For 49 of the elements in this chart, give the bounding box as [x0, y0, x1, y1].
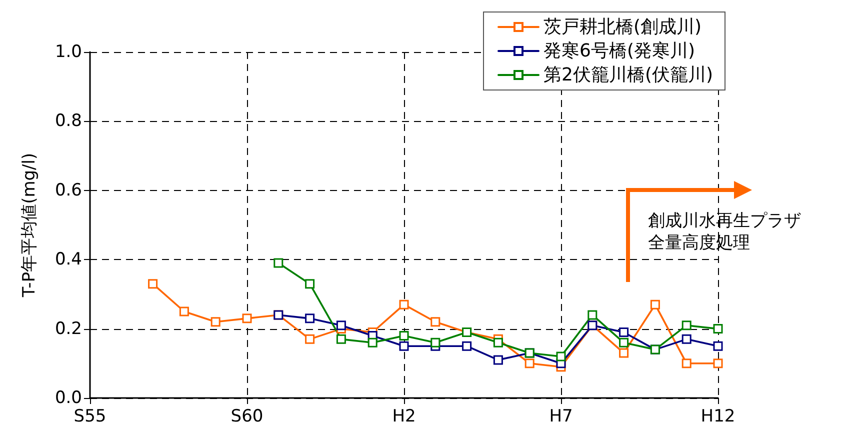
point [682, 358, 692, 368]
annotation: 全量高度処理 [648, 233, 750, 253]
point [179, 306, 189, 316]
point [430, 317, 440, 327]
point [588, 310, 598, 320]
point [524, 358, 534, 368]
point [148, 279, 158, 289]
point [713, 341, 723, 351]
point [305, 314, 315, 324]
y-tick-label: 0.2 [54, 318, 82, 339]
point [399, 341, 409, 351]
x-tick-label: H7 [549, 406, 573, 426]
point [650, 300, 660, 310]
point [210, 317, 220, 327]
point [619, 348, 629, 358]
point [619, 338, 629, 348]
point [368, 338, 378, 348]
point [713, 358, 723, 368]
x-tick-label: H2 [392, 406, 416, 426]
legend-label: 発寒6号橋(発寒川) [544, 40, 696, 62]
legend-label: 第2伏籠川橋(伏籠川) [544, 64, 714, 86]
point [336, 320, 346, 330]
x-tick-label: H12 [700, 406, 736, 426]
point [399, 300, 409, 310]
point [305, 334, 315, 344]
point [462, 341, 472, 351]
y-tick-label: 0.0 [54, 388, 82, 408]
point [274, 258, 284, 268]
y-tick-label: 0.8 [54, 111, 82, 132]
y-axis-title: T-P年平均値(mg/l) [20, 152, 40, 298]
legend-label: 茨戸耕北橋(創成川) [544, 16, 702, 38]
point [399, 330, 409, 340]
x-tick-label: S60 [230, 406, 264, 426]
point [556, 352, 566, 362]
point [713, 324, 723, 334]
point [242, 314, 252, 324]
x-tick-label: S55 [74, 406, 106, 426]
y-tick-label: 0.4 [54, 250, 82, 270]
annotation: 創成川水再生プラザ [648, 211, 801, 231]
point [305, 279, 315, 289]
point [682, 320, 692, 330]
point [493, 338, 503, 348]
y-tick-label: 0.6 [54, 180, 82, 200]
point [682, 334, 692, 344]
point [619, 328, 629, 338]
point [336, 334, 346, 344]
point [430, 338, 440, 348]
point [493, 355, 503, 365]
y-tick-label: 1.0 [54, 42, 82, 62]
